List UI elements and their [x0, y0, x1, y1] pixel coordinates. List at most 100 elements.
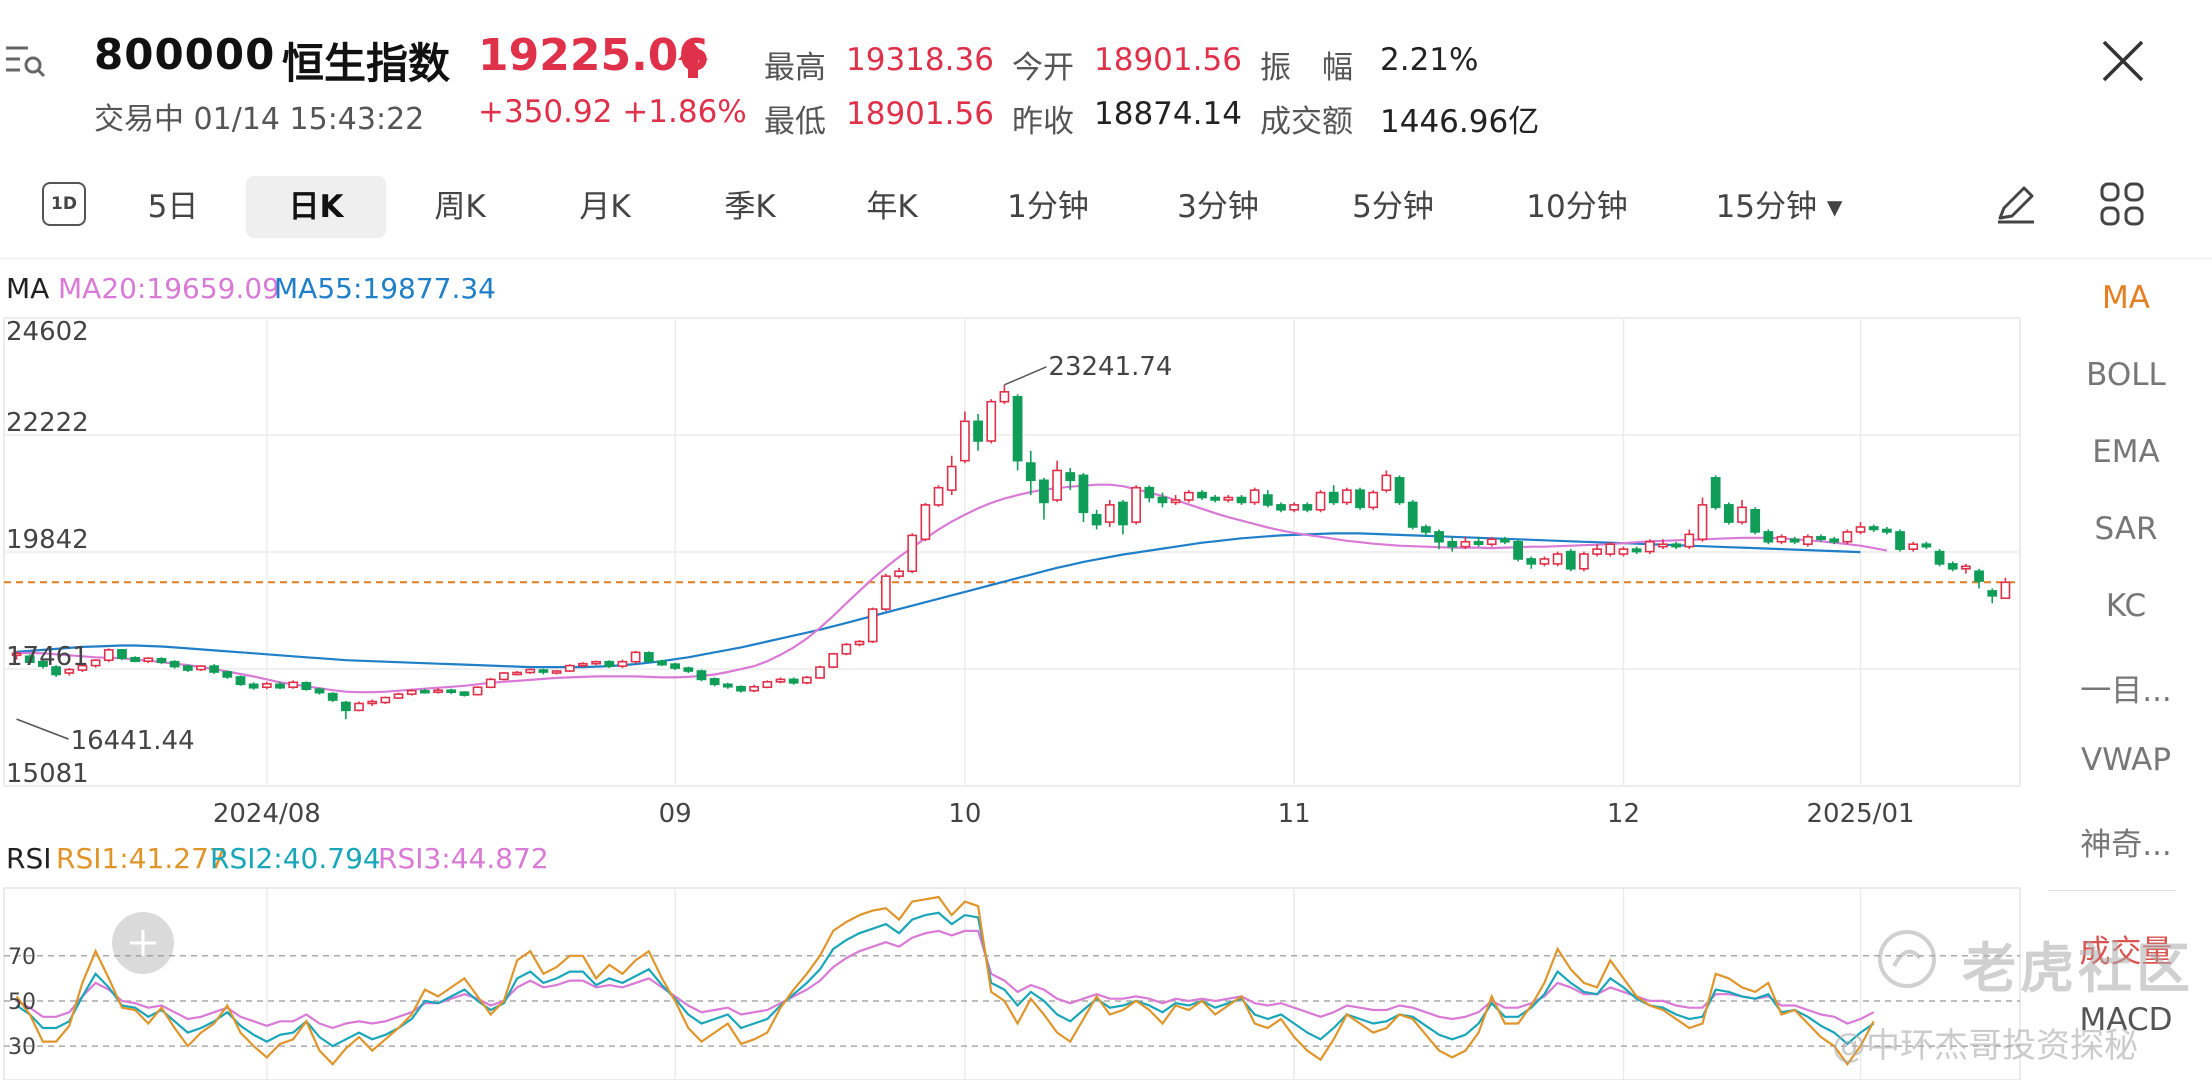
candle-down — [1868, 526, 1879, 531]
candle-up — [1684, 533, 1695, 548]
tab-1min[interactable]: 1分钟 — [1007, 189, 1089, 225]
candle-down — [722, 683, 733, 688]
candle-up — [1802, 536, 1813, 546]
grid-icon[interactable] — [2098, 180, 2146, 228]
indicator-macd[interactable]: MACD — [2079, 1002, 2173, 1038]
indicator-ema[interactable]: EMA — [2092, 434, 2160, 470]
candle-up — [591, 660, 601, 665]
candle-up — [1697, 504, 1708, 541]
candle-down — [209, 665, 220, 673]
high-annotation: 23241.74 — [1048, 352, 1172, 382]
rsi-axis-labels: 70 50 30 — [8, 945, 36, 1060]
tab-1d-icon[interactable]: 1D — [42, 182, 86, 226]
indicator-ichimoku[interactable]: 一目... — [2080, 673, 2172, 709]
candle-up — [1539, 558, 1550, 565]
candle-up — [867, 608, 878, 643]
candle-up — [1104, 504, 1115, 523]
candle-up — [1737, 506, 1747, 523]
stat-label-high: 最高 — [764, 50, 826, 86]
tab-quarterly-k[interactable]: 季K — [724, 189, 776, 225]
tab-yearly-k[interactable]: 年K — [866, 189, 918, 225]
indicator-magic[interactable]: 神奇... — [2080, 827, 2172, 863]
rsi-tick-label: 70 — [8, 945, 36, 970]
stat-label-low: 最低 — [764, 104, 826, 140]
tab-daily-k[interactable]: 日K — [246, 176, 386, 238]
candle-up — [617, 660, 628, 667]
stat-value-high: 19318.36 — [846, 42, 994, 78]
period-tab-bar: 5日 日K 周K 月K 季K 年K 1分钟 3分钟 5分钟 10分钟 15分钟 … — [0, 164, 2212, 260]
candle-up — [485, 678, 496, 689]
candle-down — [709, 678, 720, 686]
trading-status: 交易中 01/14 15:43:22 — [94, 102, 425, 137]
candle-down — [38, 660, 48, 667]
candle-down — [1829, 538, 1840, 543]
candlestick-chart[interactable]: 24602 22222 19842 17461 15081 2024/08 09 10 11 12… — [0, 310, 2030, 830]
tab-5day[interactable]: 5日 — [147, 189, 199, 225]
candle-down — [1473, 540, 1484, 546]
candle-down — [1262, 494, 1273, 506]
candle-down — [788, 678, 799, 684]
rsi-chart[interactable]: 70 50 30 — [0, 884, 2030, 1080]
candle-down — [1500, 538, 1510, 543]
tab-monthly-k[interactable]: 月K — [579, 189, 631, 225]
candle-up — [1618, 548, 1629, 555]
tab-5min[interactable]: 5分钟 — [1352, 189, 1434, 225]
menu-search-icon[interactable] — [2, 38, 48, 84]
candle-down — [1921, 543, 1932, 548]
indicator-kc[interactable]: KC — [2105, 588, 2147, 624]
candle-up — [2000, 581, 2011, 600]
index-code: 800000 — [94, 30, 276, 79]
candle-down — [683, 667, 694, 672]
stat-value-amplitude: 2.21% — [1380, 42, 1479, 78]
candle-down — [1434, 531, 1444, 543]
candle-down — [275, 683, 285, 689]
y-tick-label: 15081 — [6, 759, 89, 789]
candle-down — [1447, 540, 1458, 548]
indicator-volume[interactable]: 成交量 — [2079, 934, 2173, 970]
candle-down — [1763, 531, 1774, 543]
add-button[interactable] — [112, 912, 174, 974]
candle-down — [1025, 462, 1036, 482]
candle-up — [1381, 474, 1392, 491]
stat-value-open: 18901.56 — [1094, 42, 1242, 78]
tab-15min-dropdown[interactable]: 15分钟 ▾ — [1715, 189, 1843, 225]
tab-10min[interactable]: 10分钟 — [1526, 189, 1628, 225]
tab-3min[interactable]: 3分钟 — [1177, 189, 1259, 225]
rsi-line-rsi2 — [15, 911, 1875, 1048]
candle-up — [801, 676, 812, 684]
candle-up — [1131, 486, 1142, 523]
candle-up — [1592, 548, 1602, 555]
candle-down — [1421, 526, 1431, 533]
candle-up — [762, 681, 773, 689]
rsi-tick-label: 30 — [8, 1035, 36, 1060]
candle-up — [907, 534, 918, 573]
candle-up — [1961, 565, 1971, 570]
candle-up — [551, 670, 562, 674]
indicator-sar[interactable]: SAR — [2094, 511, 2158, 547]
candle-down — [657, 660, 667, 666]
low-annotation: 16441.44 — [71, 726, 195, 756]
indicator-ma[interactable]: MA — [2102, 280, 2150, 316]
candle-up — [1183, 491, 1194, 501]
candle-down — [1302, 504, 1313, 511]
indicator-boll[interactable]: BOLL — [2086, 357, 2166, 393]
candle-up — [749, 685, 760, 692]
pencil-icon[interactable] — [1992, 180, 2040, 228]
candle-up — [920, 504, 931, 541]
candle-down — [1276, 504, 1286, 511]
ma55-line — [16, 532, 1861, 669]
indicator-vwap[interactable]: VWAP — [2080, 742, 2172, 778]
candle-up — [1855, 526, 1866, 533]
tab-weekly-k[interactable]: 周K — [434, 189, 486, 225]
close-icon[interactable] — [2098, 36, 2148, 86]
candle-down — [327, 692, 338, 701]
rsi-grid — [3, 887, 2021, 1080]
ma20-line — [16, 483, 1888, 694]
rsi-lines — [15, 895, 1875, 1067]
watermark-author: @中环杰哥投资探秘 — [1832, 1026, 2138, 1066]
stat-value-prev-close: 18874.14 — [1094, 96, 1242, 132]
x-tick-label: 10 — [948, 799, 981, 829]
panel-divider — [2048, 890, 2176, 891]
x-tick-label: 09 — [659, 799, 692, 829]
candle-up — [1776, 536, 1787, 543]
